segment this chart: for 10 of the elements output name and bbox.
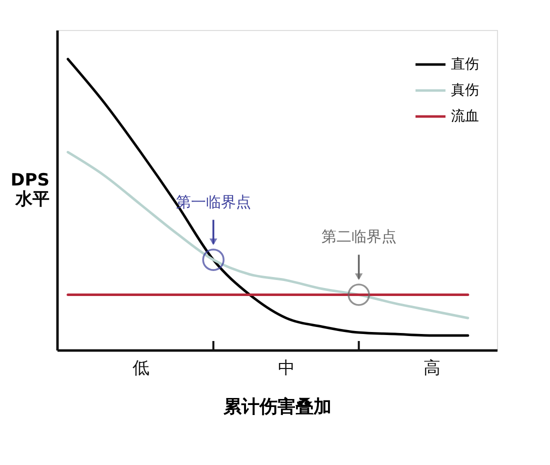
x-axis-title: 累计伤害叠加 [222,396,332,418]
legend-label: 流血 [451,108,479,124]
legend-label: 真伤 [451,82,479,98]
x-tick-label: 中 [278,358,296,378]
x-tick-label: 高 [424,358,441,378]
legend-label: 直伤 [451,56,479,72]
annotation: 第二临界点 [321,228,396,246]
y-axis-title: DPS 水平 [10,170,50,210]
x-tick-label: 低 [132,358,150,378]
annotation: 第一临界点 [176,192,251,211]
